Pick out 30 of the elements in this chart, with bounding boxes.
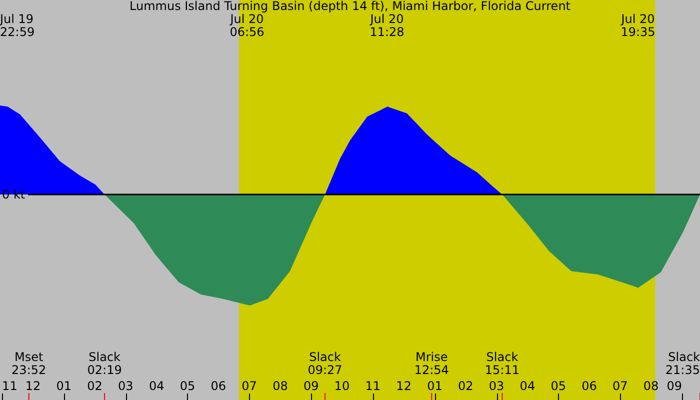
x-tick-label: 12: [25, 379, 41, 393]
x-tick-label: 05: [180, 379, 196, 393]
ref-line-label: Slack 09:27: [308, 350, 342, 377]
ref-line-label: Slack 15:11: [484, 350, 520, 377]
x-tick-label: 12: [396, 379, 412, 393]
x-tick-label: 06: [210, 379, 226, 393]
x-tick-label: 03: [488, 379, 504, 393]
ref-line-label: Mset 23:52: [12, 350, 46, 377]
x-tick-label: 01: [427, 379, 442, 393]
x-tick-label: 09: [303, 379, 319, 393]
ref-line-label: Slack 02:19: [87, 350, 122, 377]
x-tick-label: 10: [334, 379, 350, 393]
x-tick-label: 09: [666, 379, 682, 393]
x-tick-label: 07: [242, 379, 257, 393]
x-tick-label: 02: [458, 379, 474, 393]
x-tick-label: 05: [550, 379, 566, 393]
x-tick-label: 01: [56, 379, 72, 393]
text: Jul 20 19:35: [620, 12, 656, 39]
x-tick-label: 08: [272, 379, 288, 393]
x-tick-label: 07: [612, 379, 628, 393]
ref-line-label: Slack 21:35: [665, 350, 700, 377]
x-tick-label: 02: [87, 379, 102, 393]
x-tick-label: 06: [582, 379, 597, 393]
x-tick-label: 03: [118, 379, 134, 393]
text: Jul 20 11:28: [369, 12, 404, 39]
ref-line-label: Mrise 12:54: [414, 350, 449, 377]
x-tick-label: 04: [520, 379, 536, 393]
x-tick-label: 11: [2, 379, 18, 393]
x-tick-label: 04: [148, 379, 164, 393]
x-tick-label: 11: [365, 379, 381, 393]
